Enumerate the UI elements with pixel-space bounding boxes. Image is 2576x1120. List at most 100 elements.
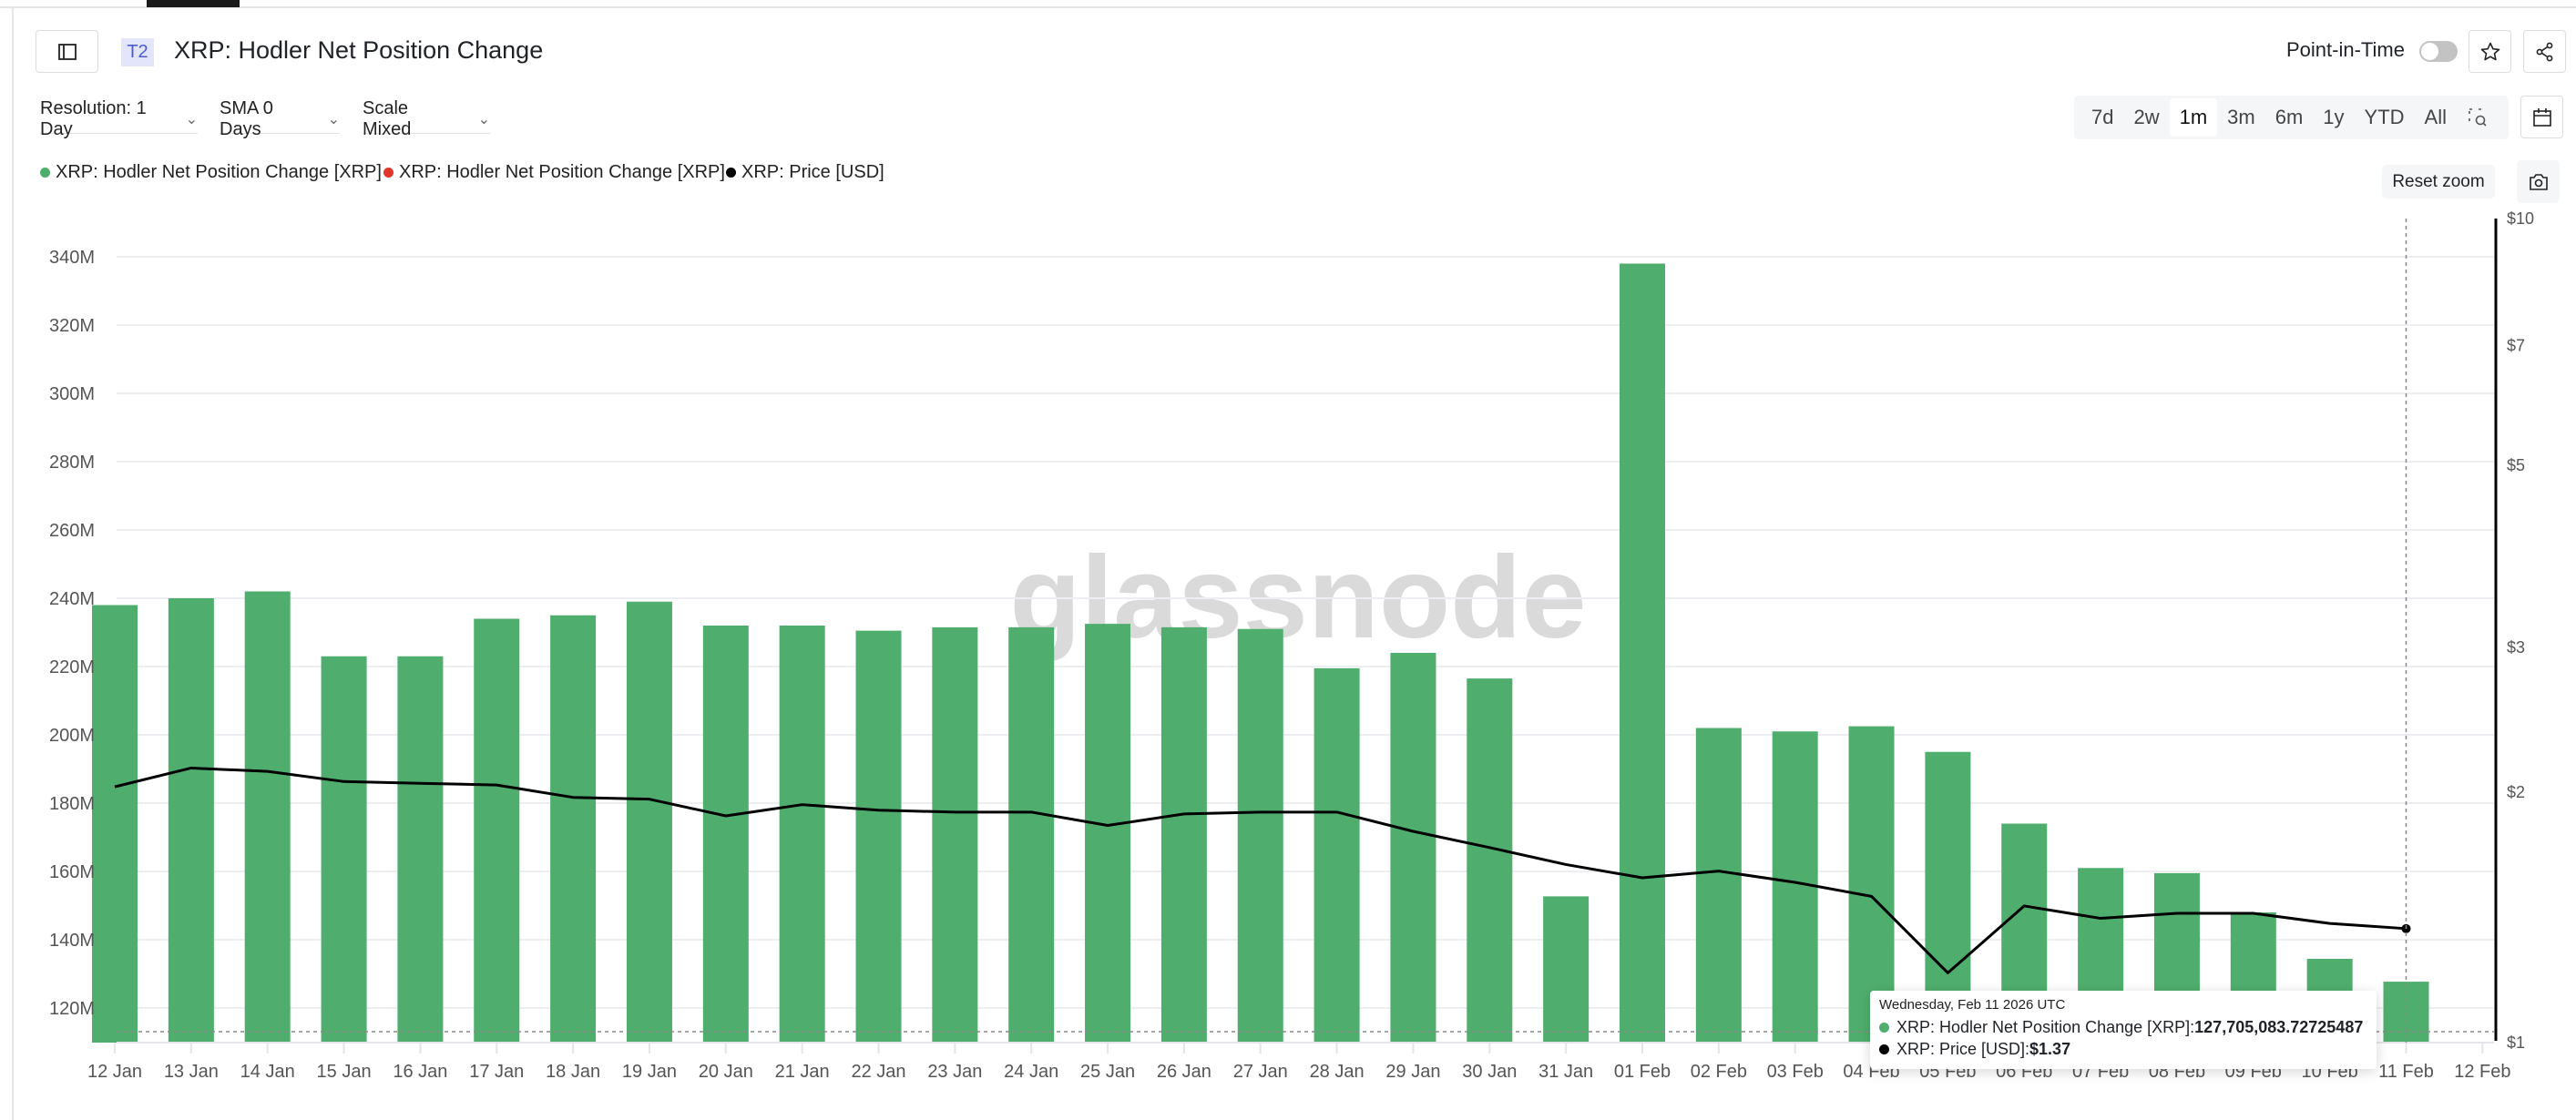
screenshot-button[interactable]: [2517, 160, 2560, 203]
range-7d[interactable]: 7d: [2091, 106, 2114, 128]
y-right-tick-label: $3: [2507, 638, 2525, 657]
bar-03-feb: [1772, 731, 1818, 1043]
bar-18-jan: [550, 615, 597, 1043]
x-tick-label: 24 Jan: [1004, 1062, 1058, 1082]
y-left-tick-label: 340M: [49, 248, 95, 268]
x-tick-label: 22 Jan: [851, 1062, 905, 1082]
x-tick-label: 18 Jan: [546, 1062, 600, 1082]
y-left-tick-label: 120M: [49, 999, 95, 1019]
y-left-tick-label: 320M: [49, 316, 95, 336]
tier-badge: T2: [121, 38, 154, 66]
scale-label: Scale Mixed: [363, 98, 412, 139]
calendar-button[interactable]: [2520, 96, 2563, 138]
y-right-tick-label: $5: [2507, 456, 2525, 474]
bar-28-jan: [1314, 667, 1360, 1043]
x-tick-label: 02 Feb: [1691, 1062, 1747, 1082]
y-right-tick-label: $2: [2507, 783, 2525, 801]
bar-23-jan: [932, 626, 978, 1043]
active-tab-indicator: [147, 0, 240, 7]
y-left-tick-label: 280M: [49, 453, 95, 473]
sidebar-icon: [57, 43, 77, 60]
share-icon: [2536, 42, 2552, 61]
x-tick-label: 28 Jan: [1310, 1062, 1365, 1082]
x-tick-label: 31 Jan: [1538, 1062, 1593, 1082]
range-selector: 7d 2w 1m 3m 6m 1y YTD All: [2074, 96, 2509, 139]
toggle-sidebar-button[interactable]: [36, 30, 98, 73]
x-tick-label: 01 Feb: [1614, 1062, 1671, 1082]
bar-29-jan: [1390, 653, 1436, 1043]
bar-24-jan: [1008, 626, 1055, 1043]
y-right-tick-label: $1: [2507, 1033, 2525, 1052]
x-tick-label: 11 Feb: [2378, 1062, 2434, 1082]
x-tick-label: 30 Jan: [1462, 1062, 1517, 1082]
bar-15-jan: [321, 656, 367, 1043]
x-tick-label: 12 Jan: [87, 1062, 142, 1082]
y-left-tick-label: 300M: [49, 384, 95, 404]
range-ytd[interactable]: YTD: [2364, 106, 2405, 128]
y-right-tick-label: $7: [2507, 337, 2525, 355]
sma-dropdown[interactable]: SMA 0 Days ⌄: [220, 98, 340, 139]
legend-item-price[interactable]: XRP: Price [USD]: [726, 162, 884, 183]
chart-tooltip: Wednesday, Feb 11 2026 UTC XRP: Hodler N…: [1870, 991, 2377, 1069]
range-2w[interactable]: 2w: [2133, 106, 2160, 128]
x-tick-label: 12 Feb: [2454, 1062, 2510, 1082]
bar-22-jan: [855, 630, 902, 1043]
x-tick-label: 19 Jan: [622, 1062, 677, 1082]
favorite-button[interactable]: [2469, 30, 2511, 73]
legend-item-hodler-positive[interactable]: XRP: Hodler Net Position Change [XRP]: [40, 162, 382, 183]
y-left-tick-label: 220M: [49, 657, 95, 677]
x-tick-label: 16 Jan: [393, 1062, 447, 1082]
range-1y[interactable]: 1y: [2323, 106, 2345, 128]
bar-20-jan: [702, 626, 749, 1043]
y-left-tick-label: 260M: [49, 521, 95, 541]
bar-30-jan: [1467, 678, 1513, 1043]
x-tick-label: 13 Jan: [164, 1062, 219, 1082]
legend-label: XRP: Hodler Net Position Change [XRP]: [56, 162, 382, 182]
tooltip-series1-label: XRP: Hodler Net Position Change [XRP]:: [1896, 1018, 2195, 1036]
scale-dropdown[interactable]: Scale Mixed ⌄: [363, 98, 490, 139]
reset-zoom-button[interactable]: Reset zoom: [2382, 165, 2495, 199]
left-divider: [12, 7, 14, 1120]
chevron-down-icon: ⌄: [185, 112, 198, 127]
legend-dot-icon: [726, 168, 736, 178]
share-button[interactable]: [2523, 30, 2566, 73]
legend-label: XRP: Price [USD]: [741, 162, 884, 182]
top-divider: [0, 6, 2576, 8]
legend-item-hodler-negative[interactable]: XRP: Hodler Net Position Change [XRP]: [383, 162, 725, 183]
y-left-tick-label: 200M: [49, 726, 95, 746]
page-title: XRP: Hodler Net Position Change: [174, 36, 544, 64]
bar-26-jan: [1160, 626, 1207, 1043]
point-in-time-toggle[interactable]: [2419, 41, 2458, 62]
bar-16-jan: [397, 656, 444, 1043]
x-tick-label: 23 Jan: [927, 1062, 982, 1082]
x-tick-label: 17 Jan: [469, 1062, 524, 1082]
range-1m[interactable]: 1m: [2169, 98, 2218, 137]
legend-label: XRP: Hodler Net Position Change [XRP]: [399, 162, 725, 182]
bar-31-jan: [1543, 896, 1590, 1043]
zoom-select-button[interactable]: [2457, 98, 2499, 137]
x-tick-label: 14 Jan: [240, 1062, 295, 1082]
bar-02-feb: [1695, 728, 1742, 1043]
zoom-select-icon: [2469, 108, 2487, 127]
y-left-tick-label: 160M: [49, 862, 95, 882]
resolution-dropdown[interactable]: Resolution: 1 Day ⌄: [40, 98, 198, 139]
x-tick-label: 25 Jan: [1080, 1062, 1135, 1082]
point-in-time-label: Point-in-Time: [2286, 38, 2405, 61]
chevron-down-icon: ⌄: [327, 112, 340, 127]
calendar-icon: [2532, 107, 2551, 127]
star-icon: [2480, 42, 2499, 60]
series-dot-icon: [1879, 1044, 1889, 1054]
x-tick-label: 26 Jan: [1157, 1062, 1211, 1082]
range-3m[interactable]: 3m: [2227, 106, 2255, 128]
bar-13-jan: [168, 598, 214, 1043]
range-all[interactable]: All: [2424, 106, 2447, 128]
bar-14-jan: [244, 591, 291, 1043]
bar-01-feb: [1620, 263, 1665, 1043]
bar-27-jan: [1237, 628, 1283, 1043]
bar-12-jan: [92, 605, 138, 1043]
range-6m[interactable]: 6m: [2274, 106, 2304, 128]
legend-dot-icon: [40, 168, 50, 178]
x-tick-label: 15 Jan: [317, 1062, 372, 1082]
y-left-tick-label: 240M: [49, 589, 95, 609]
